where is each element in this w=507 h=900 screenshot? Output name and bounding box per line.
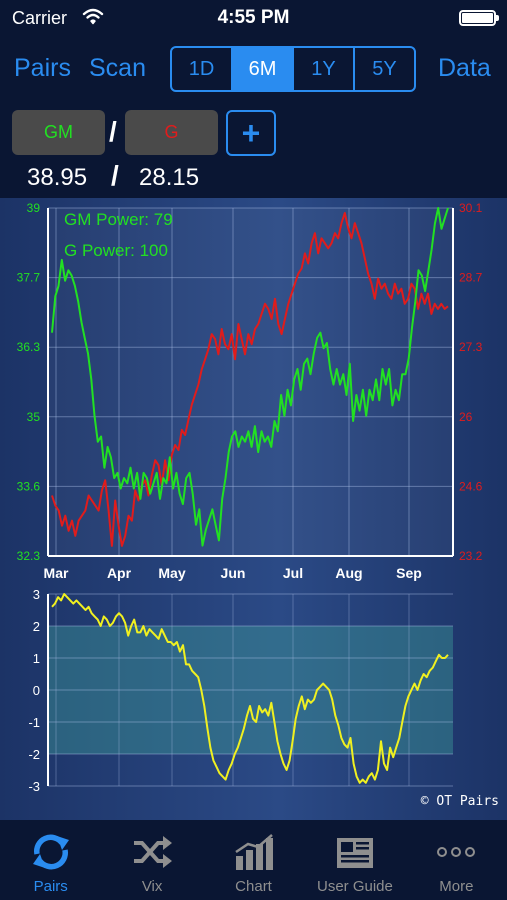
right-axis-tick: 28.7 <box>459 271 483 285</box>
spread-axis-tick: 1 <box>33 651 40 666</box>
carrier-label: Carrier <box>12 8 68 28</box>
left-axis-tick: 39 <box>27 201 41 215</box>
bar-chart-icon <box>232 832 276 872</box>
spread-line <box>51 593 449 784</box>
spread-axis-tick: -3 <box>28 779 40 794</box>
spread-axis-tick: -1 <box>28 715 40 730</box>
status-bar: Carrier 4:55 PM <box>0 0 507 38</box>
month-label: Aug <box>335 565 362 581</box>
copyright-label: © OT Pairs <box>420 794 499 809</box>
tab-bar: Pairs Vix Chart <box>0 820 507 900</box>
tab-vix-label: Vix <box>141 878 163 895</box>
chart-panel: 39 30.1 37.7 28.7 36.3 27.3 35 26 33.6 24.6 32.3 23… <box>0 198 507 820</box>
price-b: 28.15 <box>139 164 200 191</box>
scan-button[interactable]: Scan <box>89 54 146 82</box>
nav-bar: Pairs Scan 1D 6M 1Y 5Y Data <box>0 38 507 100</box>
price-a: 38.95 <box>27 164 88 191</box>
plus-icon: + <box>241 114 261 151</box>
tab-chart[interactable]: Chart <box>203 820 304 900</box>
month-label: Jul <box>283 565 303 581</box>
right-axis-tick: 27.3 <box>459 340 483 354</box>
month-label: Sep <box>396 565 422 581</box>
wifi-icon <box>82 8 104 25</box>
month-label: May <box>158 565 185 581</box>
newspaper-icon <box>333 832 377 872</box>
tab-pairs-label: Pairs <box>33 878 68 895</box>
left-axis-tick: 33.6 <box>17 479 41 493</box>
ticker-a-button[interactable]: GM <box>12 110 105 155</box>
ticker-b-button[interactable]: G <box>125 110 218 155</box>
tab-more-label: More <box>439 878 474 895</box>
spread-band <box>48 626 453 754</box>
series-line-g <box>51 212 449 547</box>
right-axis-tick: 26 <box>459 410 473 424</box>
tab-user-guide-label: User Guide <box>316 878 393 895</box>
battery-icon <box>459 10 499 26</box>
tab-more[interactable]: More <box>406 820 507 900</box>
tab-chart-label: Chart <box>235 878 272 895</box>
spread-axis-tick: 3 <box>33 587 40 602</box>
shuffle-icon <box>130 832 174 872</box>
right-axis-tick: 30.1 <box>459 201 483 215</box>
right-axis-tick: 23.2 <box>459 549 483 563</box>
left-axis-tick: 35 <box>27 410 41 424</box>
month-label: Apr <box>107 565 132 581</box>
pair-selector: GM / G + 38.95 / 28.15 <box>0 100 507 198</box>
clock: 4:55 PM <box>217 7 290 28</box>
left-axis-tick: 32.3 <box>17 549 41 563</box>
range-selector: 1D 6M 1Y 5Y <box>170 46 416 92</box>
price-separator: / <box>111 160 119 191</box>
right-axis-tick: 24.6 <box>459 479 483 493</box>
ticker-separator: / <box>109 116 117 147</box>
data-button[interactable]: Data <box>438 54 491 82</box>
pairs-button[interactable]: Pairs <box>14 54 71 82</box>
tab-vix[interactable]: Vix <box>101 820 202 900</box>
g-power-label: G Power: 100 <box>64 241 168 260</box>
spread-axis-tick: -2 <box>28 747 40 762</box>
range-5y[interactable]: 5Y <box>372 57 397 80</box>
add-pair-button[interactable]: + <box>226 110 276 156</box>
range-6m[interactable]: 6M <box>233 48 294 90</box>
refresh-icon <box>29 832 73 872</box>
month-label: Jun <box>221 565 246 581</box>
left-axis-tick: 37.7 <box>17 271 41 285</box>
range-1d[interactable]: 1D <box>172 48 233 90</box>
tab-user-guide[interactable]: User Guide <box>304 820 405 900</box>
spread-axis-tick: 0 <box>33 683 40 698</box>
gm-power-label: GM Power: 79 <box>64 210 173 229</box>
left-axis-tick: 36.3 <box>17 340 41 354</box>
more-icon <box>434 832 478 872</box>
month-label: Mar <box>44 565 69 581</box>
tab-pairs[interactable]: Pairs <box>0 820 101 900</box>
range-1y[interactable]: 1Y <box>294 48 355 90</box>
spread-axis-tick: 2 <box>33 619 40 634</box>
series-line-gm <box>51 207 449 547</box>
